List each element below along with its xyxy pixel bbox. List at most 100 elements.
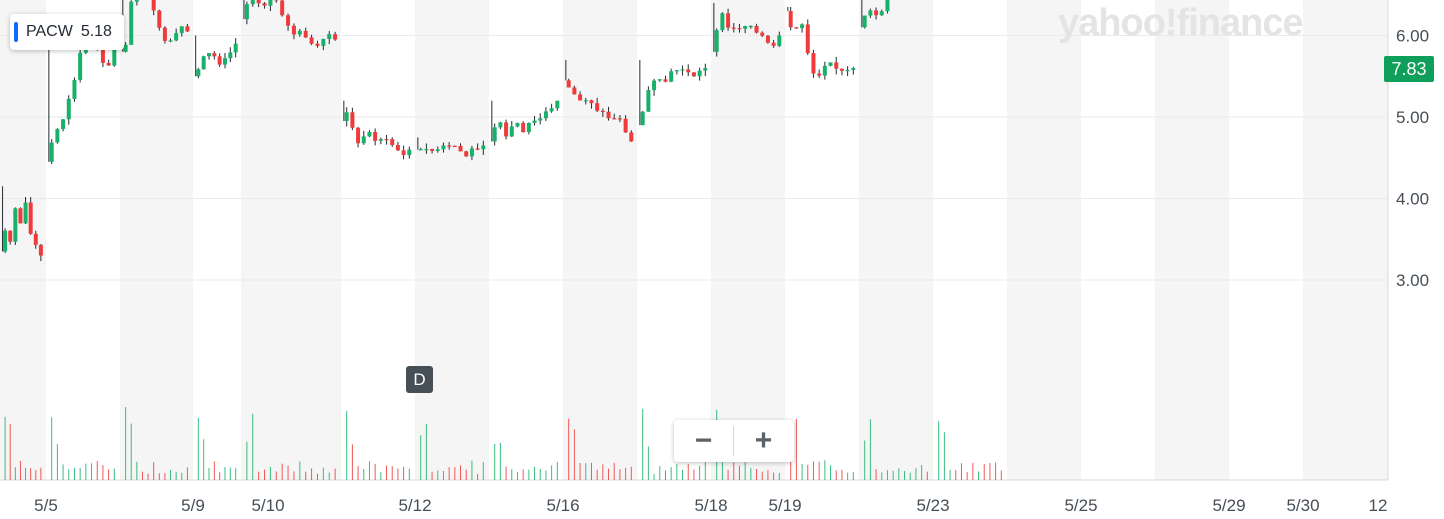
- candle-body: [743, 26, 748, 29]
- legend-color-bar: [14, 22, 18, 42]
- candle-body: [207, 53, 211, 57]
- y-axis: 3.004.005.006.007.008.00: [1396, 27, 1429, 291]
- candle-body: [424, 149, 429, 151]
- candle-body: [589, 100, 594, 104]
- candle-body: [623, 118, 628, 133]
- session-band: [859, 0, 933, 480]
- candle-body: [157, 10, 162, 28]
- zoom-out-button[interactable]: −: [694, 424, 713, 457]
- volume-bars: [4, 407, 1002, 480]
- x-tick-label: 5/19: [768, 496, 801, 515]
- y-tick-label: 4.00: [1396, 190, 1429, 209]
- candle-body: [435, 149, 440, 151]
- candle-body: [811, 53, 816, 74]
- candle-body: [49, 142, 54, 162]
- candle-body: [839, 68, 844, 71]
- x-tick-label: 5/18: [694, 496, 727, 515]
- candle-body: [458, 145, 463, 152]
- candle-body: [286, 15, 291, 26]
- x-tick-label: 5/5: [34, 496, 58, 515]
- candle-body: [538, 118, 543, 121]
- x-tick-label: 5/30: [1286, 496, 1319, 515]
- legend-symbol: PACW: [26, 23, 73, 40]
- candle-body: [697, 70, 702, 77]
- candle-body: [800, 24, 805, 29]
- candle-body: [464, 151, 469, 157]
- session-band: [1303, 0, 1388, 480]
- candle-body: [868, 10, 873, 16]
- candle-body: [566, 80, 571, 88]
- candle-body: [223, 58, 227, 65]
- candle-body: [196, 69, 201, 77]
- session-band: [1155, 0, 1229, 480]
- candle-body: [297, 30, 302, 35]
- candle-body: [549, 108, 554, 112]
- candle-body: [201, 56, 206, 70]
- x-tick-label: 5/12: [398, 496, 431, 515]
- candle-body: [256, 0, 261, 4]
- candle-body: [333, 34, 338, 40]
- gridlines: [0, 0, 1389, 481]
- candle-body: [748, 25, 753, 28]
- dividend-marker[interactable]: D: [406, 366, 433, 393]
- candle-body: [452, 145, 457, 148]
- session-band: [415, 0, 489, 480]
- x-axis: 5/5 5/9 5/10 5/12 5/16 5/18 5/19 5/23 5/25 5/29 5/…: [34, 496, 1387, 515]
- candle-body: [350, 112, 355, 128]
- candle-body: [771, 42, 776, 46]
- session-band: [0, 0, 46, 480]
- candle-body: [481, 145, 486, 150]
- candle-body: [8, 230, 13, 242]
- ticker-legend[interactable]: PACW 5.18: [10, 14, 124, 50]
- candle-body: [737, 28, 742, 30]
- zoom-control: − +: [674, 420, 794, 462]
- candle-body: [475, 148, 480, 150]
- zoom-in-button[interactable]: +: [754, 424, 773, 457]
- candle-body: [367, 132, 372, 137]
- candle-body: [521, 123, 526, 133]
- candle-body: [583, 100, 588, 102]
- candle-body: [879, 11, 884, 16]
- candle-body: [441, 145, 446, 150]
- candle-body: [646, 90, 651, 112]
- session-shading: [0, 0, 1388, 480]
- candle-body: [578, 94, 583, 101]
- candle-body: [828, 62, 833, 66]
- candle-body: [268, 0, 273, 6]
- candle-body: [3, 230, 8, 252]
- x-tick-label: 5/10: [251, 496, 284, 515]
- candle-body: [617, 118, 622, 120]
- candle-body: [378, 139, 383, 141]
- candle-body: [874, 10, 879, 16]
- session-band: [1007, 0, 1081, 480]
- x-tick-label: 5/23: [916, 496, 949, 515]
- candle-body: [151, 0, 156, 11]
- x-tick-label: 5/29: [1212, 496, 1245, 515]
- candle-body: [112, 43, 117, 66]
- candle-body: [129, 1, 134, 45]
- candle-body: [280, 0, 285, 16]
- candle-body: [862, 15, 867, 28]
- zoom-divider: [733, 426, 734, 456]
- candle-body: [244, 4, 249, 20]
- candle-body: [822, 65, 827, 76]
- x-tick-label: 12: [1369, 496, 1388, 515]
- candle-body: [674, 70, 679, 72]
- candle-body: [291, 25, 296, 35]
- candle-body: [526, 122, 531, 133]
- candle-body: [28, 202, 33, 234]
- candle-body: [430, 149, 435, 151]
- candle-body: [629, 132, 634, 142]
- legend-value: 5.18: [80, 23, 112, 40]
- candle-body: [851, 68, 856, 70]
- candle-body: [407, 149, 412, 156]
- candle-body: [532, 120, 537, 123]
- candle-body: [55, 128, 60, 143]
- candle-body: [344, 112, 349, 122]
- candle-body: [703, 68, 708, 71]
- candle-body: [61, 119, 66, 129]
- candle-body: [23, 202, 28, 224]
- candle-body: [250, 0, 255, 5]
- session-band: [241, 0, 341, 480]
